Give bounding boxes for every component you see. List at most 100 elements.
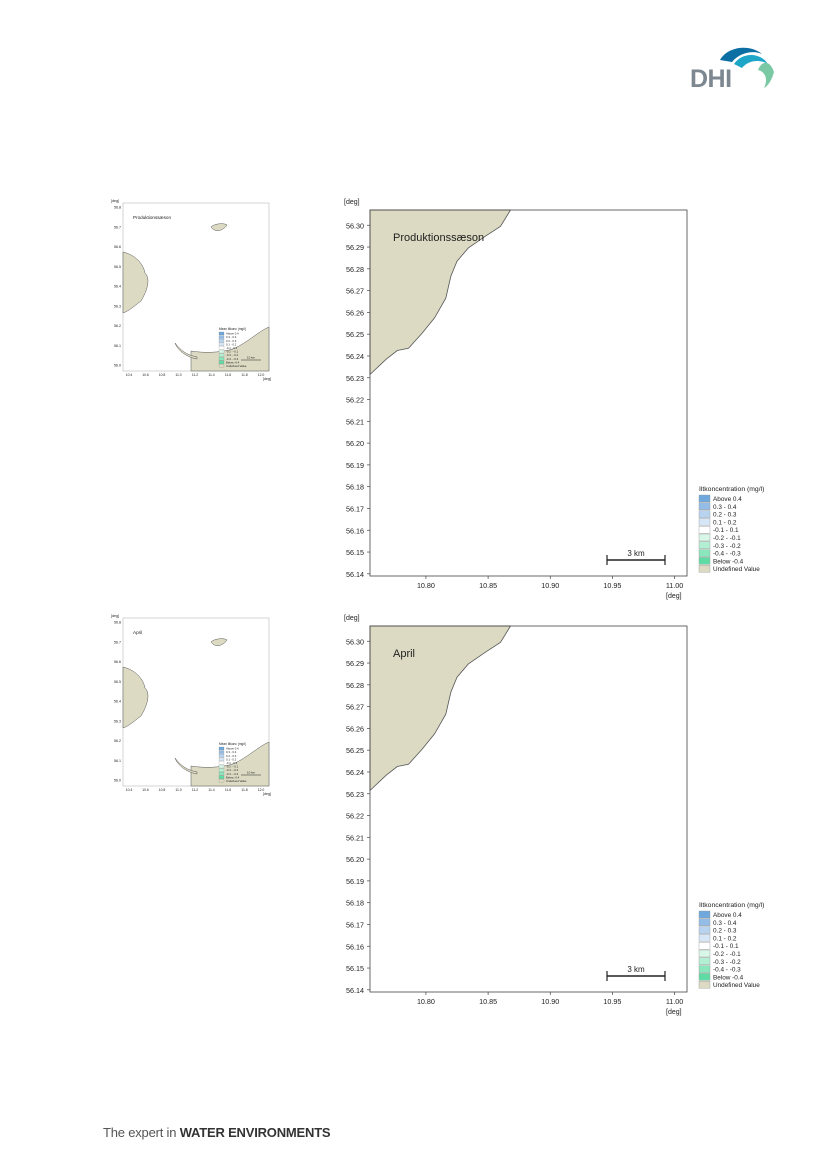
inset-scale-label: 10 km <box>247 356 256 360</box>
inset-legend-swatch <box>218 750 225 754</box>
legend-label: -0.3 - -0.2 <box>713 543 741 550</box>
inset-legend-swatch <box>218 349 225 354</box>
scale-bar-label: 3 km <box>627 965 645 974</box>
inset-legend-label: -0.4 - -0.3 <box>226 357 239 361</box>
inset-y-tick: 56.6 <box>114 245 121 249</box>
legend-swatch <box>698 549 711 557</box>
inset-y-tick: 56.4 <box>114 285 121 289</box>
y-tick-label: 56.25 <box>346 330 364 339</box>
legend-swatch <box>698 494 711 503</box>
legend-swatch <box>698 518 711 526</box>
dhi-logo: DHI <box>688 44 778 94</box>
legend-swatch <box>698 973 711 981</box>
inset-island <box>210 223 228 231</box>
inset-x-tick: 11.2 <box>192 788 198 792</box>
inset-x-tick: 11.6 <box>225 788 231 792</box>
inset-legend-label: Undefined Value <box>226 364 247 368</box>
legend-swatch <box>698 981 711 989</box>
inset-land-west <box>122 251 149 314</box>
legend-swatch <box>698 926 711 934</box>
inset-x-tick: 10.8 <box>159 373 166 377</box>
legend-swatch <box>698 934 711 942</box>
inset-legend-swatch <box>218 772 225 776</box>
land-polygon <box>369 209 512 376</box>
y-tick-label: 56.23 <box>346 374 364 383</box>
y-tick-label: 56.27 <box>346 703 364 712</box>
inset-legend-swatch <box>218 757 225 761</box>
inset-x-tick: 10.4 <box>126 373 133 377</box>
inset-legend-label: Undefined Value <box>226 779 247 783</box>
inset-legend-label: -0.2 - -0.1 <box>226 350 239 354</box>
land-polygon <box>369 625 512 792</box>
footer-tagline: The expert in WATER ENVIRONMENTS <box>103 1125 331 1140</box>
inset-y-tick: 56.4 <box>114 700 121 704</box>
inset-y-tick: 56.1 <box>114 759 121 763</box>
legend-label: 0.2 - 0.3 <box>713 512 737 519</box>
y-tick-label: 56.22 <box>346 396 364 405</box>
inset-legend-swatch <box>218 768 225 772</box>
legend-swatch <box>698 502 711 510</box>
y-tick-label: 56.17 <box>346 504 364 513</box>
y-tick-label: 56.14 <box>346 570 364 579</box>
inset-x-tick: 11.0 <box>175 788 181 792</box>
x-unit-label: [deg] <box>666 593 682 600</box>
inset-y-tick: 56.3 <box>114 719 121 723</box>
legend-title: Iltkoncentration (mg/l) <box>699 902 764 909</box>
y-tick-label: 56.19 <box>346 461 364 470</box>
y-tick-label: 56.20 <box>346 855 364 864</box>
legend-label: Above 0.4 <box>713 912 742 919</box>
y-tick-label: 56.26 <box>346 308 364 317</box>
legend-swatch <box>698 510 711 518</box>
inset-map-2: April [deg] [deg] 56.8 56.7 56.6 56.5 56.4 56.3 5… <box>109 612 277 797</box>
legend-label: Below -0.4 <box>713 558 744 565</box>
inset-title: April <box>133 630 142 635</box>
footer-bold: WATER ENVIRONMENTS <box>179 1125 331 1140</box>
inset-legend-swatch <box>218 346 225 350</box>
map-title: Produktionssæson <box>393 232 484 244</box>
inset-legend-label: 0.1 - 0.2 <box>226 342 237 346</box>
inset-legend-label: 0.3 - 0.4 <box>226 750 237 754</box>
map-title: April <box>393 648 415 660</box>
main-map-panel-2: April [deg] [deg] 56.30 56.29 56.28 56.27 56.26… <box>336 611 776 1026</box>
y-tick-label: 56.30 <box>346 221 364 230</box>
y-tick-label: 56.19 <box>346 877 364 886</box>
inset-legend-label: -0.1 - 0.1 <box>226 761 238 765</box>
inset-y-tick: 56.8 <box>114 621 121 625</box>
y-tick-label: 56.29 <box>346 243 364 252</box>
inset-y-tick: 56.5 <box>114 680 121 684</box>
y-tick-label: 56.16 <box>346 942 364 951</box>
inset-land-west <box>122 666 149 729</box>
legend-label: -0.2 - -0.1 <box>713 535 741 542</box>
y-tick-label: 56.15 <box>346 548 364 557</box>
inset-x-tick: 10.6 <box>142 788 149 792</box>
legend-swatch <box>698 565 711 573</box>
legend-label: Above 0.4 <box>713 496 742 503</box>
inset-y-tick: 56.7 <box>114 225 121 229</box>
inset-x-tick: 11.8 <box>241 373 247 377</box>
plot-frame <box>369 209 688 577</box>
inset-x-tick: 10.4 <box>126 788 133 792</box>
legend-label: -0.2 - -0.1 <box>713 951 741 958</box>
y-tick-label: 56.28 <box>346 681 364 690</box>
x-tick-label: 10.90 <box>541 581 559 590</box>
legend-label: 0.1 - 0.2 <box>713 935 737 942</box>
legend-swatch <box>698 965 711 973</box>
inset-legend-title: Mean iltkonc (mg/l) <box>219 742 246 746</box>
inset-x-tick: 10.8 <box>159 788 166 792</box>
y-tick-label: 56.20 <box>346 439 364 448</box>
inset-y-tick: 56.2 <box>114 739 121 743</box>
legend-swatch <box>698 942 711 950</box>
y-tick-label: 56.26 <box>346 724 364 733</box>
inset-x-unit: [deg] <box>263 377 271 381</box>
inset-x-unit: [deg] <box>263 792 271 796</box>
inset-legend-swatch <box>218 775 225 779</box>
y-unit-label: [deg] <box>344 615 360 622</box>
inset-y-tick: 56.3 <box>114 304 121 308</box>
inset-y-tick: 56.7 <box>114 640 121 644</box>
y-tick-label: 56.24 <box>346 352 364 361</box>
inset-legend-label: -0.4 - -0.3 <box>226 772 239 776</box>
x-tick-label: 10.90 <box>541 997 559 1006</box>
y-tick-label: 56.24 <box>346 768 364 777</box>
inset-y-tick: 56.1 <box>114 344 121 348</box>
x-tick-label: 11.00 <box>666 997 683 1006</box>
